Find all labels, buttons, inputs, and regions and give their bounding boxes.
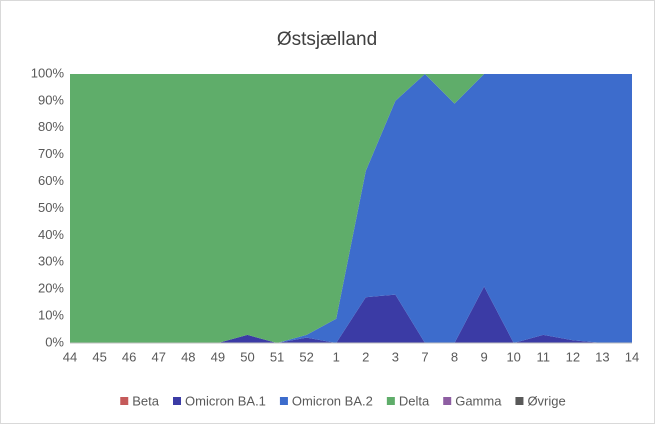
legend-swatch: [443, 397, 452, 405]
legend-label: Delta: [399, 393, 430, 408]
x-tick-label: 46: [122, 349, 136, 364]
area: [70, 74, 632, 343]
y-tick-label: 100%: [31, 65, 65, 80]
chart-title: Østsjælland: [277, 29, 377, 50]
legend-swatch: [386, 397, 395, 405]
x-tick-label: 47: [152, 349, 166, 364]
y-tick-label: 80%: [38, 119, 64, 134]
y-tick-label: 10%: [38, 308, 64, 323]
x-tick-label: 11: [537, 349, 551, 364]
area: [70, 74, 632, 343]
y-tick-label: 70%: [38, 146, 64, 161]
legend-label: Øvrige: [527, 393, 565, 408]
y-tick-label: 30%: [38, 254, 64, 269]
y-tick-label: 50%: [38, 200, 64, 215]
x-tick-label: 48: [181, 349, 195, 364]
legend-swatch: [279, 397, 288, 405]
x-tick-label: 14: [625, 349, 639, 364]
legend-label: Beta: [132, 393, 160, 408]
x-tick-label: 1: [333, 349, 340, 364]
legend-swatch: [120, 397, 129, 405]
area: [70, 286, 632, 343]
x-tick-label: 10: [506, 349, 520, 364]
legend-swatch: [173, 397, 182, 405]
x-tick-label: 50: [240, 349, 254, 364]
x-tick-label: 2: [362, 349, 369, 364]
x-tick-label: 44: [63, 349, 77, 364]
legend-label: Omicron BA.2: [292, 393, 373, 408]
x-tick-label: 8: [451, 349, 458, 364]
y-tick-label: 90%: [38, 92, 64, 107]
x-tick-label: 51: [270, 349, 284, 364]
x-tick-label: 49: [211, 349, 225, 364]
x-tick-label: 12: [566, 349, 580, 364]
y-tick-label: 0%: [45, 334, 64, 349]
x-tick-label: 45: [92, 349, 106, 364]
y-tick-label: 60%: [38, 173, 64, 188]
legend-label: Gamma: [455, 393, 502, 408]
x-tick-label: 13: [595, 349, 609, 364]
x-tick-label: 3: [392, 349, 399, 364]
x-tick-label: 52: [299, 349, 313, 364]
legend-swatch: [515, 397, 524, 405]
y-tick-label: 20%: [38, 281, 64, 296]
y-tick-label: 40%: [38, 227, 64, 242]
legend-label: Omicron BA.1: [185, 393, 266, 408]
x-tick-label: 7: [421, 349, 428, 364]
x-tick-label: 9: [480, 349, 487, 364]
